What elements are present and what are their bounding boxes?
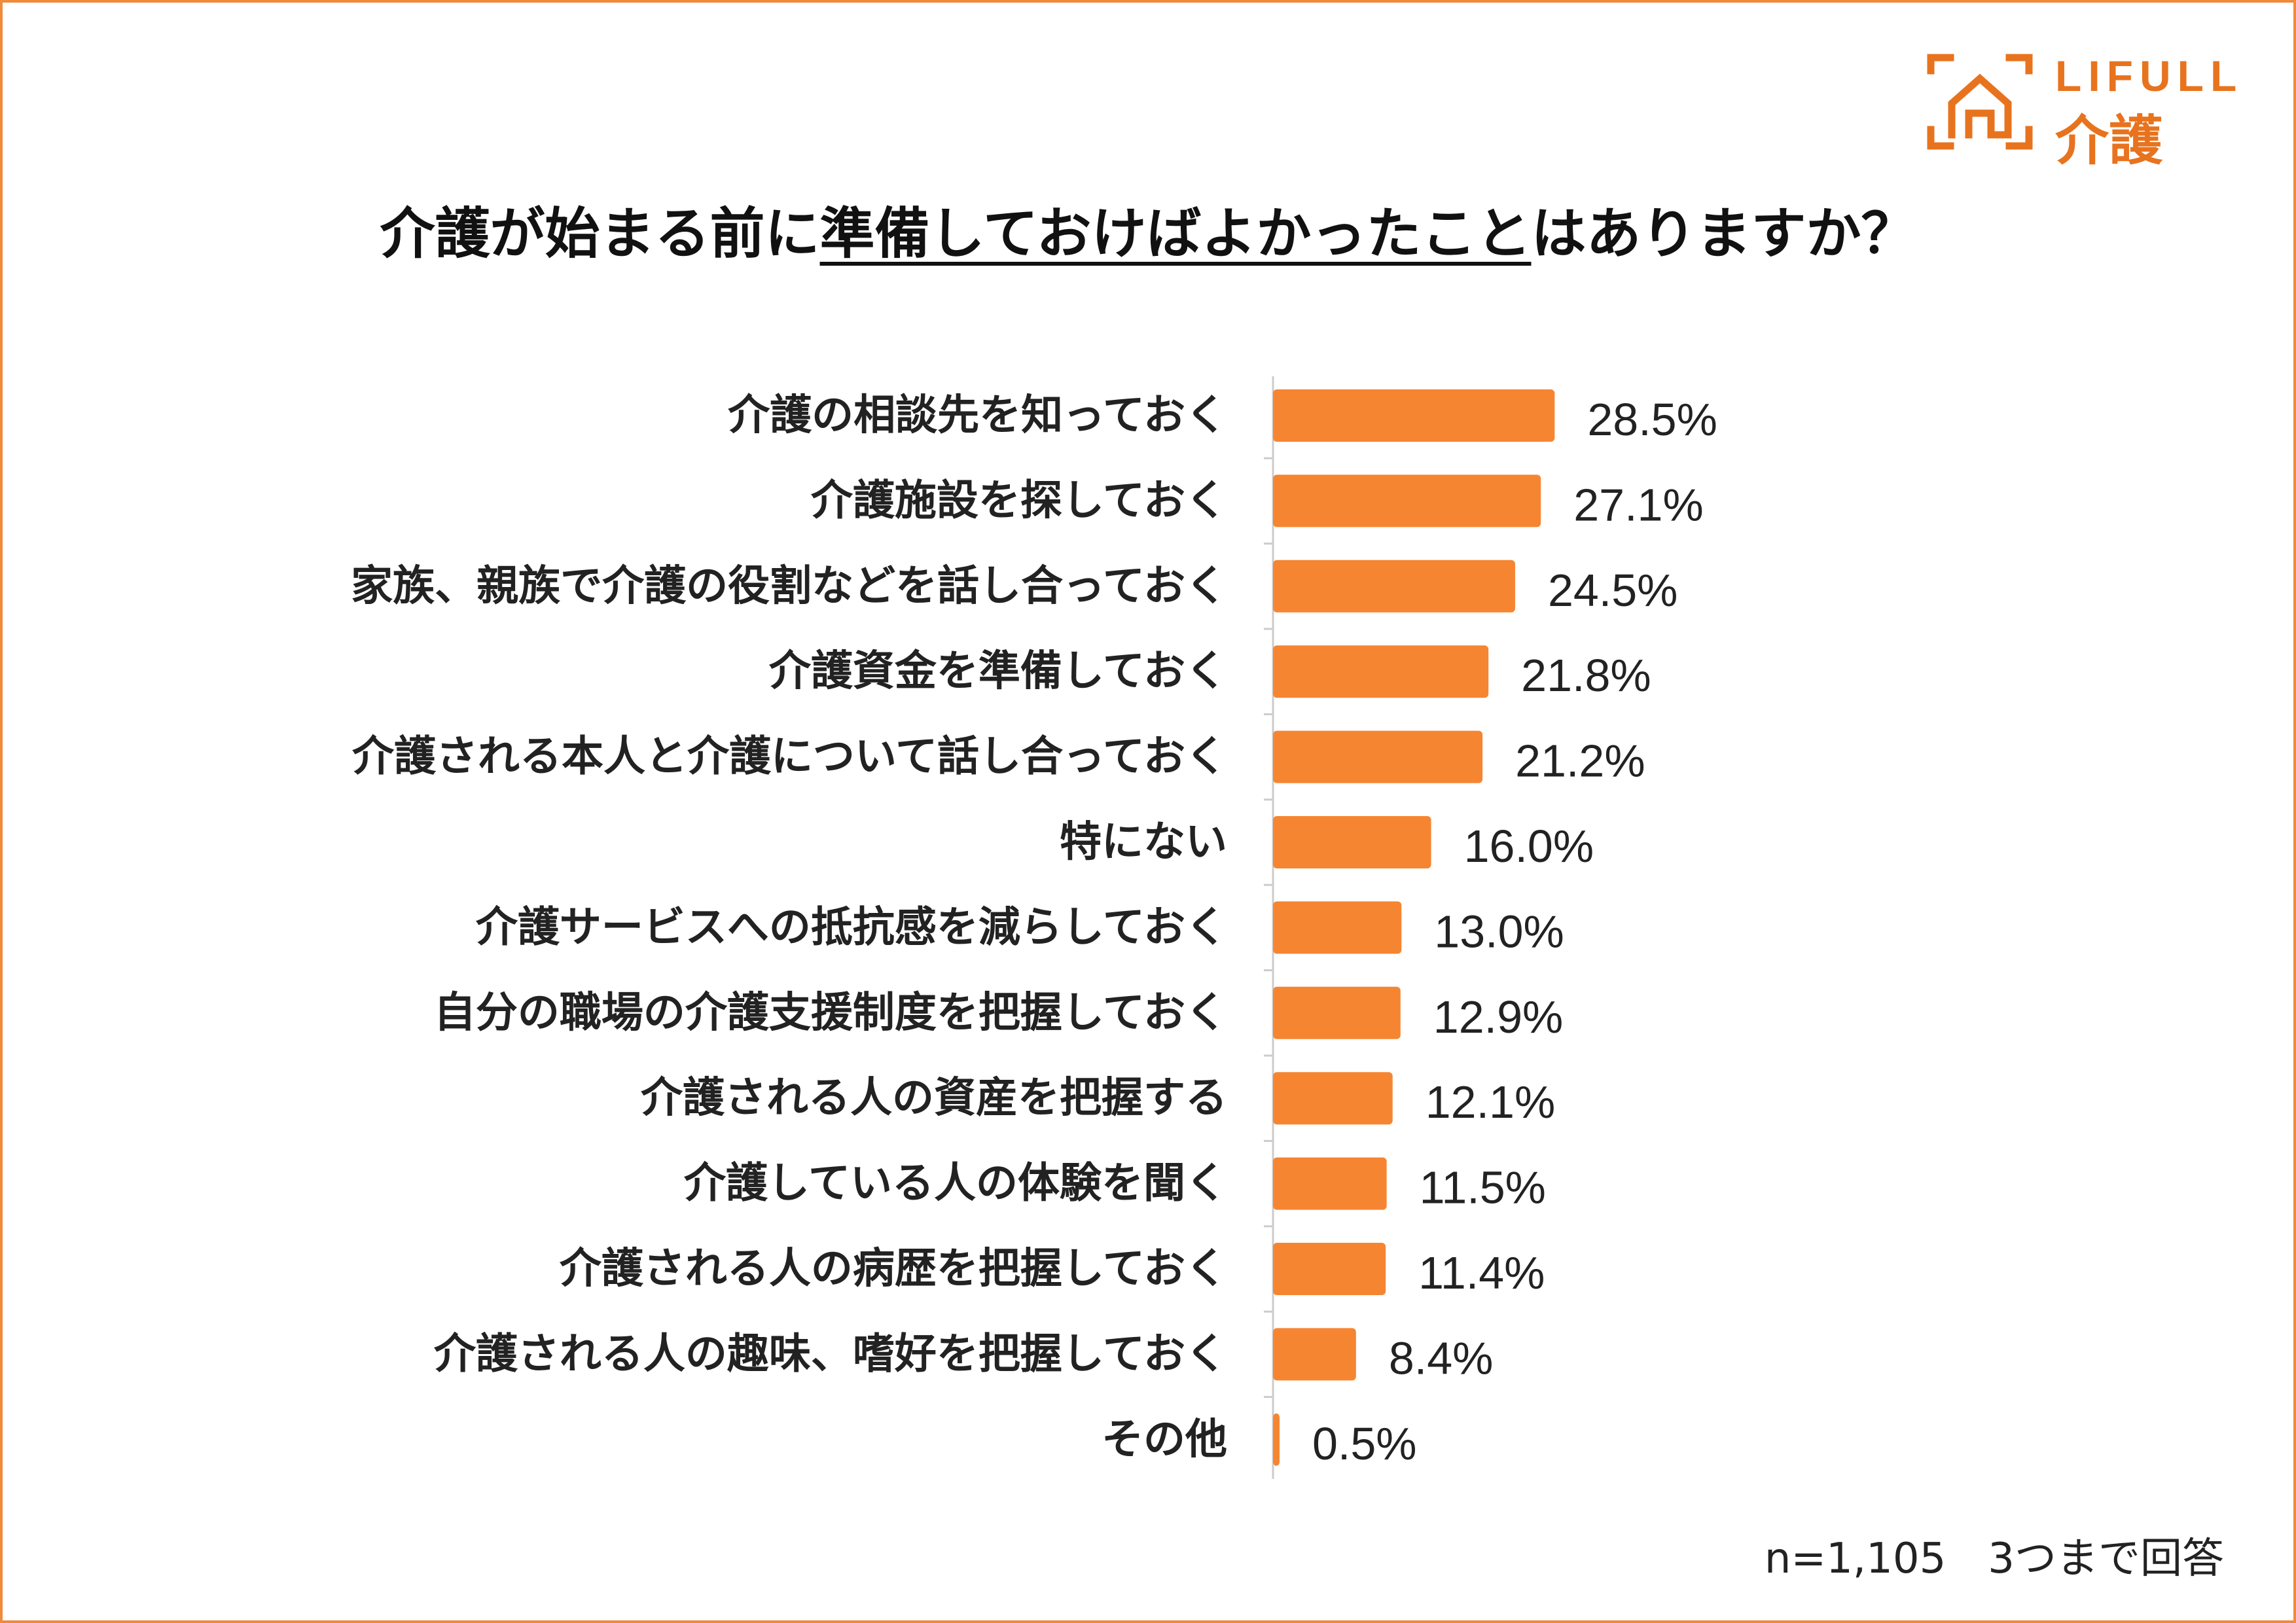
title-post: はありますか？ bbox=[1531, 202, 1916, 266]
data-label: 11.4% bbox=[1418, 1247, 1545, 1298]
bar bbox=[1273, 1157, 1387, 1210]
category-label: 介護している人の体験を聞く bbox=[684, 1160, 1227, 1208]
data-label: 21.8% bbox=[1521, 650, 1651, 701]
data-label: 8.4% bbox=[1389, 1332, 1494, 1383]
data-label: 12.9% bbox=[1433, 991, 1563, 1043]
category-label: 介護施設を探しておく bbox=[811, 476, 1227, 525]
category-label: 介護される人の趣味、嗜好を把握しておく bbox=[434, 1330, 1227, 1378]
bar bbox=[1273, 1072, 1393, 1125]
data-label: 13.0% bbox=[1434, 906, 1564, 957]
footnote: n=1,105 3つまで回答 bbox=[1764, 1535, 2224, 1583]
bar bbox=[1273, 1243, 1386, 1295]
bar bbox=[1273, 1413, 1280, 1466]
category-label: 介護される人の資産を把握する bbox=[641, 1074, 1227, 1122]
house-icon bbox=[1927, 54, 2033, 150]
category-label: 介護される本人と介護について話し合っておく bbox=[352, 733, 1227, 781]
category-label: 介護される人の病歴を把握しておく bbox=[560, 1245, 1227, 1293]
data-label: 27.1% bbox=[1573, 479, 1703, 530]
data-label: 21.2% bbox=[1515, 736, 1645, 787]
data-label: 11.5% bbox=[1420, 1162, 1546, 1213]
brand-logo: LIFULL 介護 bbox=[1924, 51, 2238, 172]
data-label: 12.1% bbox=[1426, 1077, 1555, 1128]
bar bbox=[1273, 560, 1515, 613]
category-label: 介護資金を準備しておく bbox=[769, 647, 1227, 696]
bar bbox=[1273, 730, 1483, 783]
bar bbox=[1273, 1328, 1356, 1381]
data-label: 24.5% bbox=[1548, 565, 1677, 616]
bar bbox=[1273, 389, 1555, 442]
brand-sub: 介護 bbox=[2055, 110, 2163, 172]
category-label: 介護の相談先を知っておく bbox=[728, 391, 1227, 440]
brand-name: LIFULL bbox=[2055, 52, 2244, 100]
category-label: 自分の職場の介護支援制度を把握しておく bbox=[434, 989, 1227, 1037]
category-label: 特にない bbox=[1060, 818, 1227, 866]
chart-title: 介護が始まる前に準備しておけばよかったことはありますか？ bbox=[0, 190, 2296, 269]
data-label: 0.5% bbox=[1312, 1418, 1417, 1469]
data-label: 16.0% bbox=[1464, 821, 1594, 872]
title-pre: 介護が始まる前に bbox=[380, 202, 820, 266]
bar bbox=[1273, 645, 1489, 698]
bar bbox=[1273, 986, 1401, 1039]
category-label: 家族、親族で介護の役割などを話し合っておく bbox=[351, 562, 1227, 611]
bar bbox=[1273, 474, 1541, 527]
category-label: その他 bbox=[1102, 1416, 1227, 1464]
bar bbox=[1273, 901, 1402, 954]
data-label: 28.5% bbox=[1587, 394, 1717, 445]
bar bbox=[1273, 816, 1431, 868]
title-underlined: 準備しておけばよかったこと bbox=[819, 202, 1532, 266]
category-label: 介護サービスへの抵抗感を減らしておく bbox=[476, 903, 1227, 952]
